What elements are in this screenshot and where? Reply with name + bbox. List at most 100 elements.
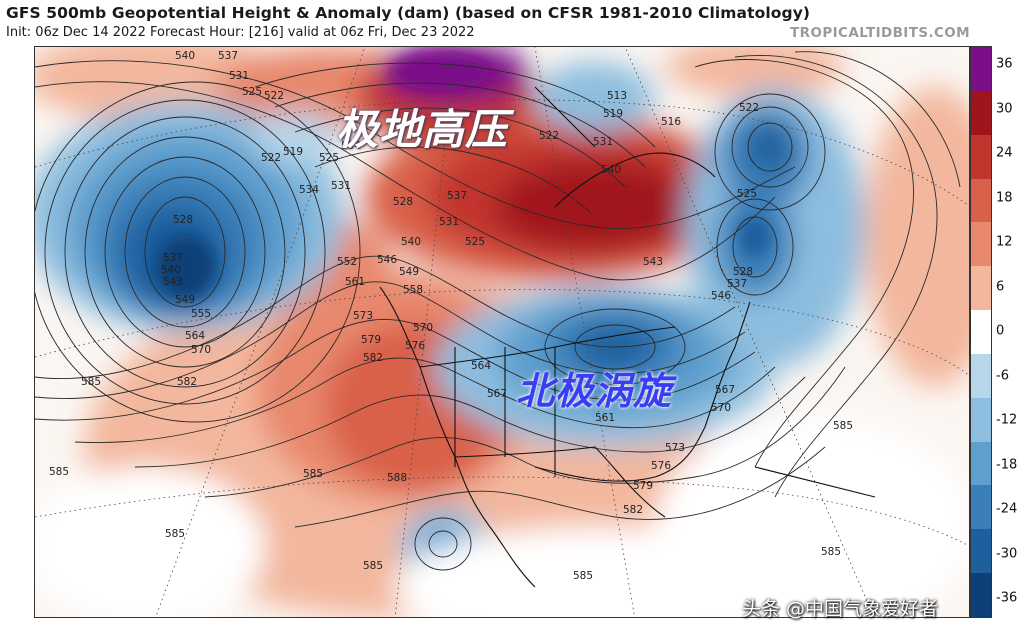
colorbar-segment: [971, 134, 991, 180]
colorbar-segment: [971, 178, 991, 223]
contour-label: 537: [727, 278, 747, 290]
colorbar-tick-label: -6: [996, 368, 1009, 383]
contour-label: 570: [711, 402, 731, 414]
contour-label: 546: [377, 254, 397, 266]
contour-label: 582: [623, 504, 643, 516]
contour-label: 531: [439, 216, 459, 228]
colorbar-tick-label: 24: [996, 145, 1013, 161]
anomaly-shading: [35, 47, 969, 617]
contour-label: 534: [299, 184, 319, 196]
contour-label: 549: [399, 266, 419, 278]
contour-label: 567: [715, 384, 735, 396]
contour-label: 585: [165, 528, 185, 540]
contour-label: 582: [177, 376, 197, 388]
contour-label: 537: [447, 190, 467, 202]
contour-label: 537: [218, 50, 238, 62]
contour-label: 531: [331, 180, 351, 192]
contour-label: 522: [539, 130, 559, 142]
colorbar-tick-label: 0: [996, 323, 1005, 339]
colorbar-segment: [971, 353, 991, 399]
contour-label: 534: [341, 140, 361, 152]
watermark: 头条 @中国气象爱好者: [742, 598, 939, 620]
brand-label: TROPICALTIDBITS.COM: [790, 25, 970, 41]
contour-label: 516: [661, 116, 681, 128]
contour-label: 543: [643, 256, 663, 268]
contour-label: 522: [264, 90, 284, 102]
contour-label: 528: [173, 214, 193, 226]
colorbar-segment: [971, 485, 991, 530]
contour-label: 585: [49, 466, 69, 478]
chart-title: GFS 500mb Geopotential Height & Anomaly …: [6, 4, 811, 22]
contour-label: 552: [337, 256, 357, 268]
contour-label: 522: [739, 102, 759, 114]
contour-label: 537: [163, 252, 183, 264]
colorbar-tick-label: -12: [996, 412, 1018, 428]
contour-label: 528: [733, 266, 753, 278]
contour-label: 561: [345, 276, 365, 288]
colorbar-segment: [971, 47, 991, 92]
contour-label: 531: [593, 136, 613, 148]
contour-label: 540: [401, 236, 421, 248]
contour-label: 582: [363, 352, 383, 364]
colorbar-segment: [971, 90, 991, 136]
map-svg: 540 537 531 525 522 519 525 534 522 531 …: [35, 47, 969, 617]
contour-label: 588: [387, 472, 407, 484]
contour-label: 525: [319, 152, 339, 164]
contour-label: 531: [229, 70, 249, 82]
contour-label: 585: [363, 560, 383, 572]
contour-label: 549: [175, 294, 195, 306]
contour-label: 522: [261, 152, 281, 164]
contour-label: 570: [413, 322, 433, 334]
colorbar-segment: [971, 222, 991, 267]
contour-labels: 540 537 531 525 522 519 525 534 522 531 …: [49, 50, 853, 582]
chart-subtitle: Init: 06z Dec 14 2022 Forecast Hour: [21…: [6, 25, 475, 40]
graticule: [35, 47, 969, 617]
colorbar-tick-label: -30: [996, 546, 1018, 561]
contour-label: 585: [81, 376, 101, 388]
contour-label: 573: [665, 442, 685, 454]
contour-label: 579: [633, 480, 653, 492]
contour-label: 579: [361, 334, 381, 346]
colorbar-tick-label: -36: [996, 590, 1018, 606]
contour-label: 585: [573, 570, 593, 582]
contour-label: 543: [163, 276, 183, 288]
contour-label: 576: [405, 340, 425, 352]
colorbar-labels: 36 30 24 18 12 6 0 -6 -12 -18 -24 -30 -36: [996, 46, 1024, 618]
contour-label: 573: [353, 310, 373, 322]
colorbar-tick-label: -24: [996, 501, 1018, 517]
contour-label: 558: [403, 284, 423, 296]
contour-label: 570: [191, 344, 211, 356]
contour-label: 555: [191, 308, 211, 320]
contour-label: 564: [185, 330, 205, 342]
contour-label: 585: [833, 420, 853, 432]
polar-high-annotation: 极地高压: [336, 105, 509, 154]
contour-label: 525: [737, 188, 757, 200]
contour-label: 540: [601, 164, 621, 176]
colorbar-segment: [971, 266, 991, 311]
colorbar-tick-label: 6: [996, 279, 1005, 294]
height-contours: [35, 51, 961, 571]
anomaly-cores: [155, 54, 771, 299]
contour-label: 519: [283, 146, 303, 158]
contour-label: 561: [595, 412, 615, 424]
coastlines: [379, 86, 876, 588]
contour-label: 528: [393, 196, 413, 208]
contour-label: 540: [161, 264, 181, 276]
colorbar-segment: [971, 441, 991, 486]
contour-label: 546: [711, 290, 731, 302]
polar-vortex-annotation: 北极涡旋: [516, 369, 673, 413]
contour-label: 540: [175, 50, 195, 62]
colorbar-segment: [971, 529, 991, 574]
contour-label: 519: [603, 108, 623, 120]
anomaly-colorbar: [970, 46, 992, 618]
contour-label: 525: [465, 236, 485, 248]
colorbar-tick-label: 12: [996, 234, 1013, 250]
contour-label: 564: [471, 360, 491, 372]
colorbar-segment: [971, 573, 991, 617]
colorbar-tick-label: 18: [996, 190, 1013, 205]
colorbar-tick-label: 30: [996, 101, 1013, 116]
contour-label: 585: [821, 546, 841, 558]
colorbar-tick-label: -18: [996, 457, 1018, 472]
contour-label: 525: [242, 86, 262, 98]
colorbar-tick-label: 36: [996, 56, 1013, 72]
